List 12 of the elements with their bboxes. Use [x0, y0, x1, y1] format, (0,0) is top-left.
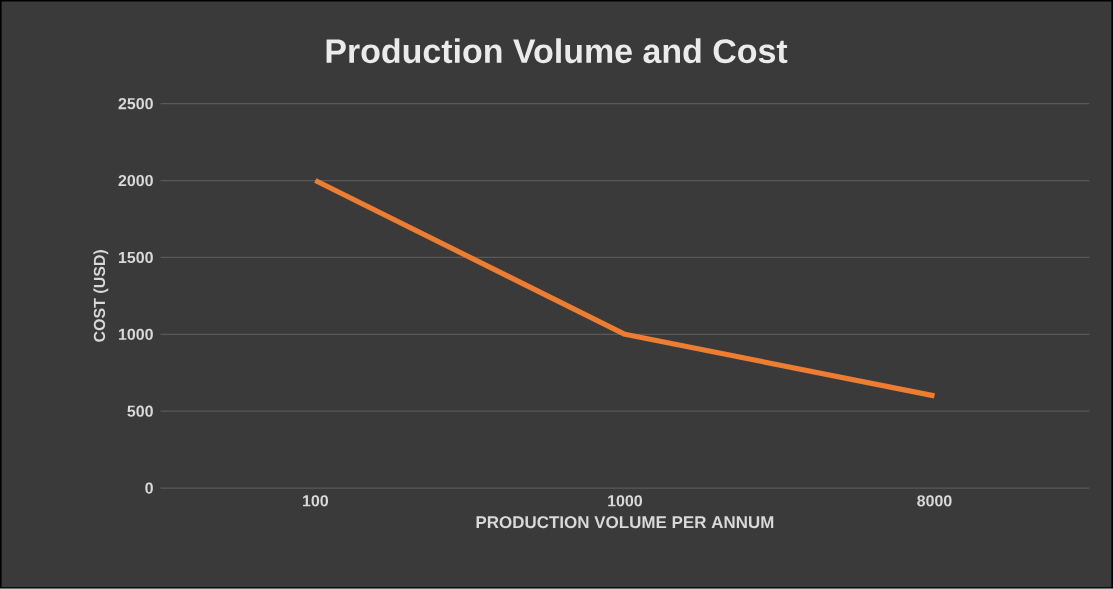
y-tick-label: 2000 — [118, 175, 153, 187]
y-tick-label: 1500 — [118, 251, 153, 264]
x-tick-label: 1000 — [608, 495, 643, 507]
y-tick-label: 1000 — [118, 328, 153, 341]
y-tick-label: 2500 — [118, 98, 153, 110]
x-tick-label: 100 — [303, 495, 329, 507]
y-tick-label: 500 — [127, 405, 153, 417]
chart-title: Production Volume and Cost — [326, 38, 788, 64]
x-axis-title: PRODUCTION VOLUME PER ANNUM — [476, 516, 774, 529]
y-axis-title: COST (USD) — [93, 250, 109, 342]
y-tick-label: 0 — [145, 482, 153, 494]
x-tick-label: 8000 — [917, 495, 952, 507]
